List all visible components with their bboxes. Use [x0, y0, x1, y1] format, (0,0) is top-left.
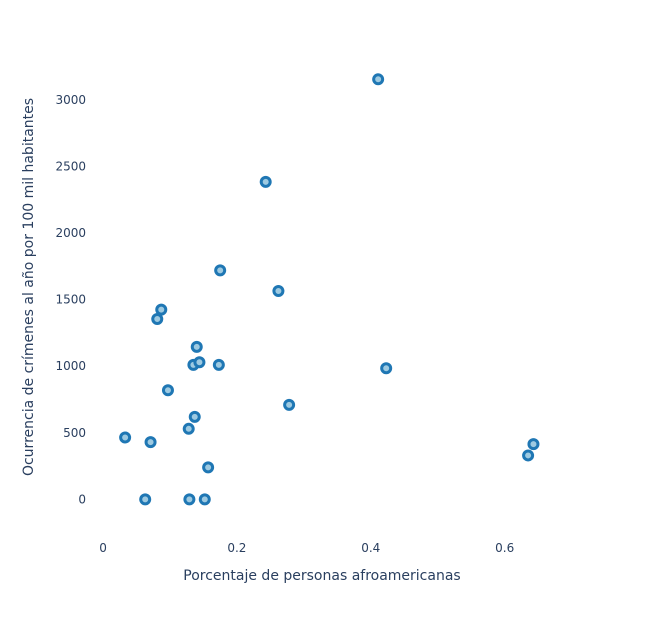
y-tick-label: 1500 [55, 293, 86, 307]
data-point [372, 73, 385, 86]
x-tick-label: 0 [99, 541, 107, 555]
data-point [259, 175, 272, 188]
data-point [119, 431, 132, 444]
data-point [144, 436, 157, 449]
data-point [380, 362, 393, 375]
y-tick-label: 500 [63, 426, 86, 440]
y-tick-label: 1000 [55, 359, 86, 373]
y-axis-ticks: 0 500 1000 1500 2000 2500 3000 [55, 93, 86, 506]
data-point [188, 410, 201, 423]
data-point [190, 340, 203, 353]
x-tick-label: 0.2 [227, 541, 246, 555]
data-point [212, 358, 225, 371]
x-tick-label: 0.6 [495, 541, 514, 555]
y-tick-label: 2000 [55, 226, 86, 240]
data-point [202, 461, 215, 474]
y-tick-label: 3000 [55, 93, 86, 107]
y-axis-title: Ocurrencia de crímenes al año por 100 mi… [21, 98, 37, 476]
data-point [151, 312, 164, 325]
data-point [182, 422, 195, 435]
data-point [272, 285, 285, 298]
data-point [214, 264, 227, 277]
y-tick-label: 2500 [55, 160, 86, 174]
data-points [119, 73, 540, 506]
data-point [155, 303, 168, 316]
data-point [139, 493, 152, 506]
data-point [198, 493, 211, 506]
data-point [183, 493, 196, 506]
x-axis-ticks: 0 0.2 0.4 0.6 [99, 541, 514, 555]
data-point [527, 438, 540, 451]
x-tick-label: 0.4 [361, 541, 380, 555]
x-axis-title: Porcentaje de personas afroamericanas [183, 568, 460, 584]
data-point [161, 384, 174, 397]
data-point [522, 449, 535, 462]
data-point [283, 398, 296, 411]
y-tick-label: 0 [78, 492, 86, 506]
data-point [193, 356, 206, 369]
